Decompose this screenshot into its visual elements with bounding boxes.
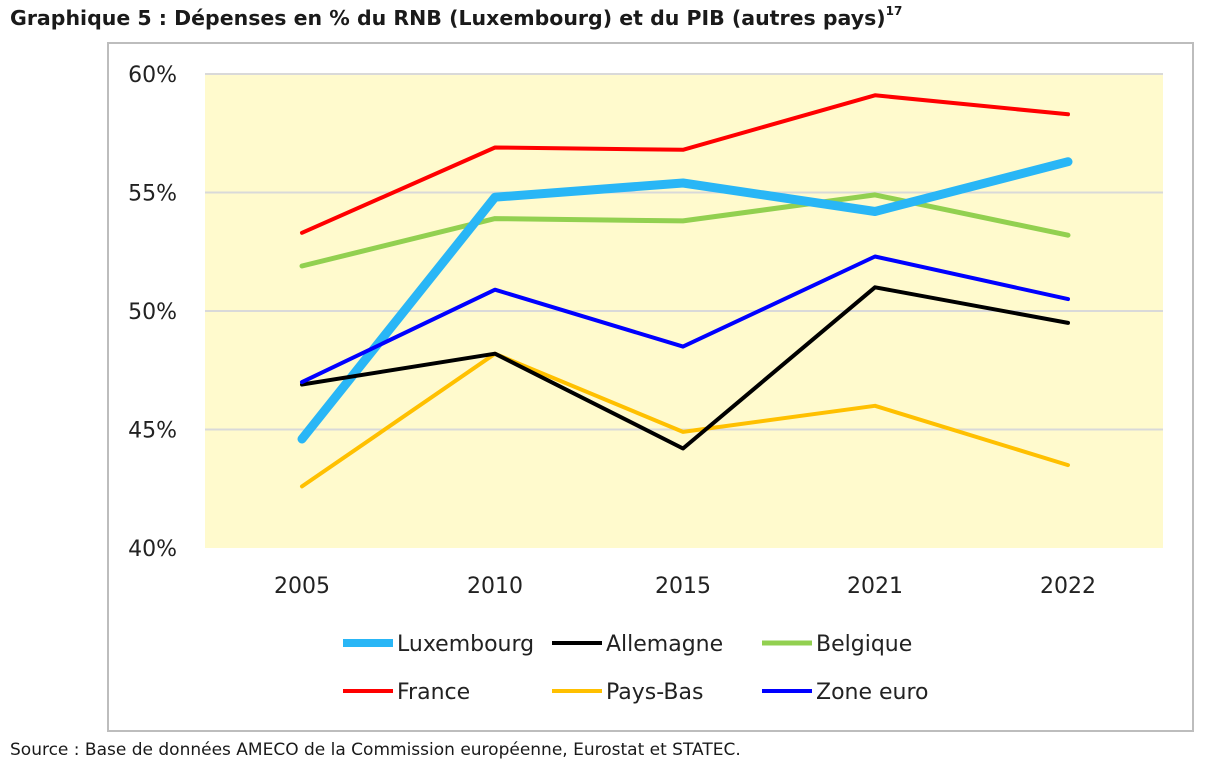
series-line-belgique: [299, 192, 1071, 269]
legend-label-belgique: Belgique: [816, 632, 912, 657]
chart-title-text: Graphique 5 : Dépenses en % du RNB (Luxe…: [10, 6, 886, 30]
y-tick-label-50: 50%: [128, 300, 177, 325]
x-tick-label-2021: 2021: [847, 574, 903, 599]
y-tick-label-60: 60%: [128, 63, 177, 88]
source-note: Source : Base de données AMECO de la Com…: [10, 740, 741, 760]
legend-label-allemagne: Allemagne: [606, 632, 723, 657]
legend-label-france: France: [397, 680, 470, 705]
y-tick-label-40: 40%: [128, 537, 177, 562]
x-tick-label-2022: 2022: [1040, 574, 1096, 599]
x-tick-label-2015: 2015: [655, 574, 711, 599]
series-line-france: [300, 93, 1070, 235]
y-tick-label-45: 45%: [128, 419, 177, 444]
x-axis-ticks: 2005 2010 2015 2021 2022: [274, 574, 1096, 599]
legend: Luxembourg Allemagne Belgique France Pays-Ba…: [343, 632, 929, 705]
gridlines: [205, 73, 1163, 431]
chart-title: Graphique 5 : Dépenses en % du RNB (Luxe…: [10, 4, 903, 30]
x-tick-label-2005: 2005: [274, 574, 330, 599]
series-line-zone-euro: [300, 254, 1070, 385]
series-line-luxembourg: [297, 157, 1073, 444]
legend-label-pays-bas: Pays-Bas: [606, 680, 703, 705]
y-axis-ticks: 40% 45% 50% 55% 60%: [128, 63, 177, 562]
series-lines: [297, 93, 1073, 489]
legend-label-luxembourg: Luxembourg: [397, 632, 534, 657]
legend-label-zone-euro: Zone euro: [816, 680, 929, 705]
series-line-pays-bas: [300, 351, 1070, 489]
footnote-ref: 17: [885, 4, 903, 19]
x-tick-label-2010: 2010: [467, 574, 523, 599]
series-line-allemagne: [300, 285, 1070, 451]
y-tick-label-55: 55%: [128, 182, 177, 207]
chart-frame: [107, 42, 1194, 732]
